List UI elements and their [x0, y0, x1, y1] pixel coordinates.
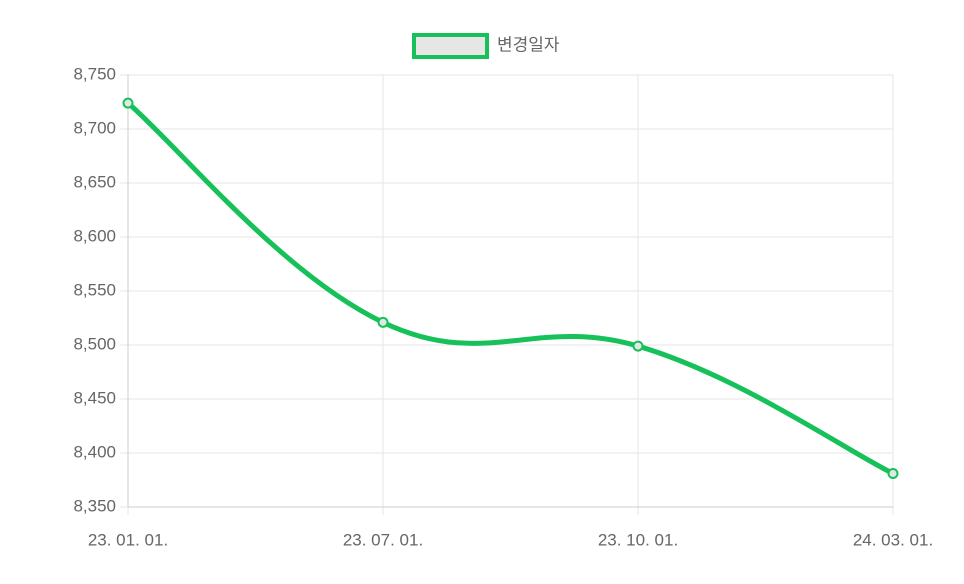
point [377, 316, 389, 328]
line [126, 101, 895, 476]
y-tick-label: 8,400 [73, 442, 116, 461]
y-tick-label: 8,650 [73, 172, 116, 191]
point [122, 97, 134, 109]
y-tick-label: 8,550 [73, 280, 116, 299]
x-tick-label: 23. 01. 01. [88, 530, 168, 549]
y-tick-label: 8,500 [73, 334, 116, 353]
legend-swatch [412, 33, 489, 59]
y-tick-label: 8,750 [73, 64, 116, 83]
legend-label: 변경일자 [497, 35, 560, 54]
point [887, 468, 899, 480]
x-tick-label: 23. 10. 01. [598, 530, 678, 549]
y-tick-label: 8,700 [73, 118, 116, 137]
y-tick-label: 8,600 [73, 226, 116, 245]
y-tick-label: 8,450 [73, 388, 116, 407]
point [632, 340, 644, 352]
x-tick-label: 24. 03. 01. [853, 530, 933, 549]
y-tick-label: 8,350 [73, 496, 116, 515]
x-tick-label: 23. 07. 01. [343, 530, 423, 549]
